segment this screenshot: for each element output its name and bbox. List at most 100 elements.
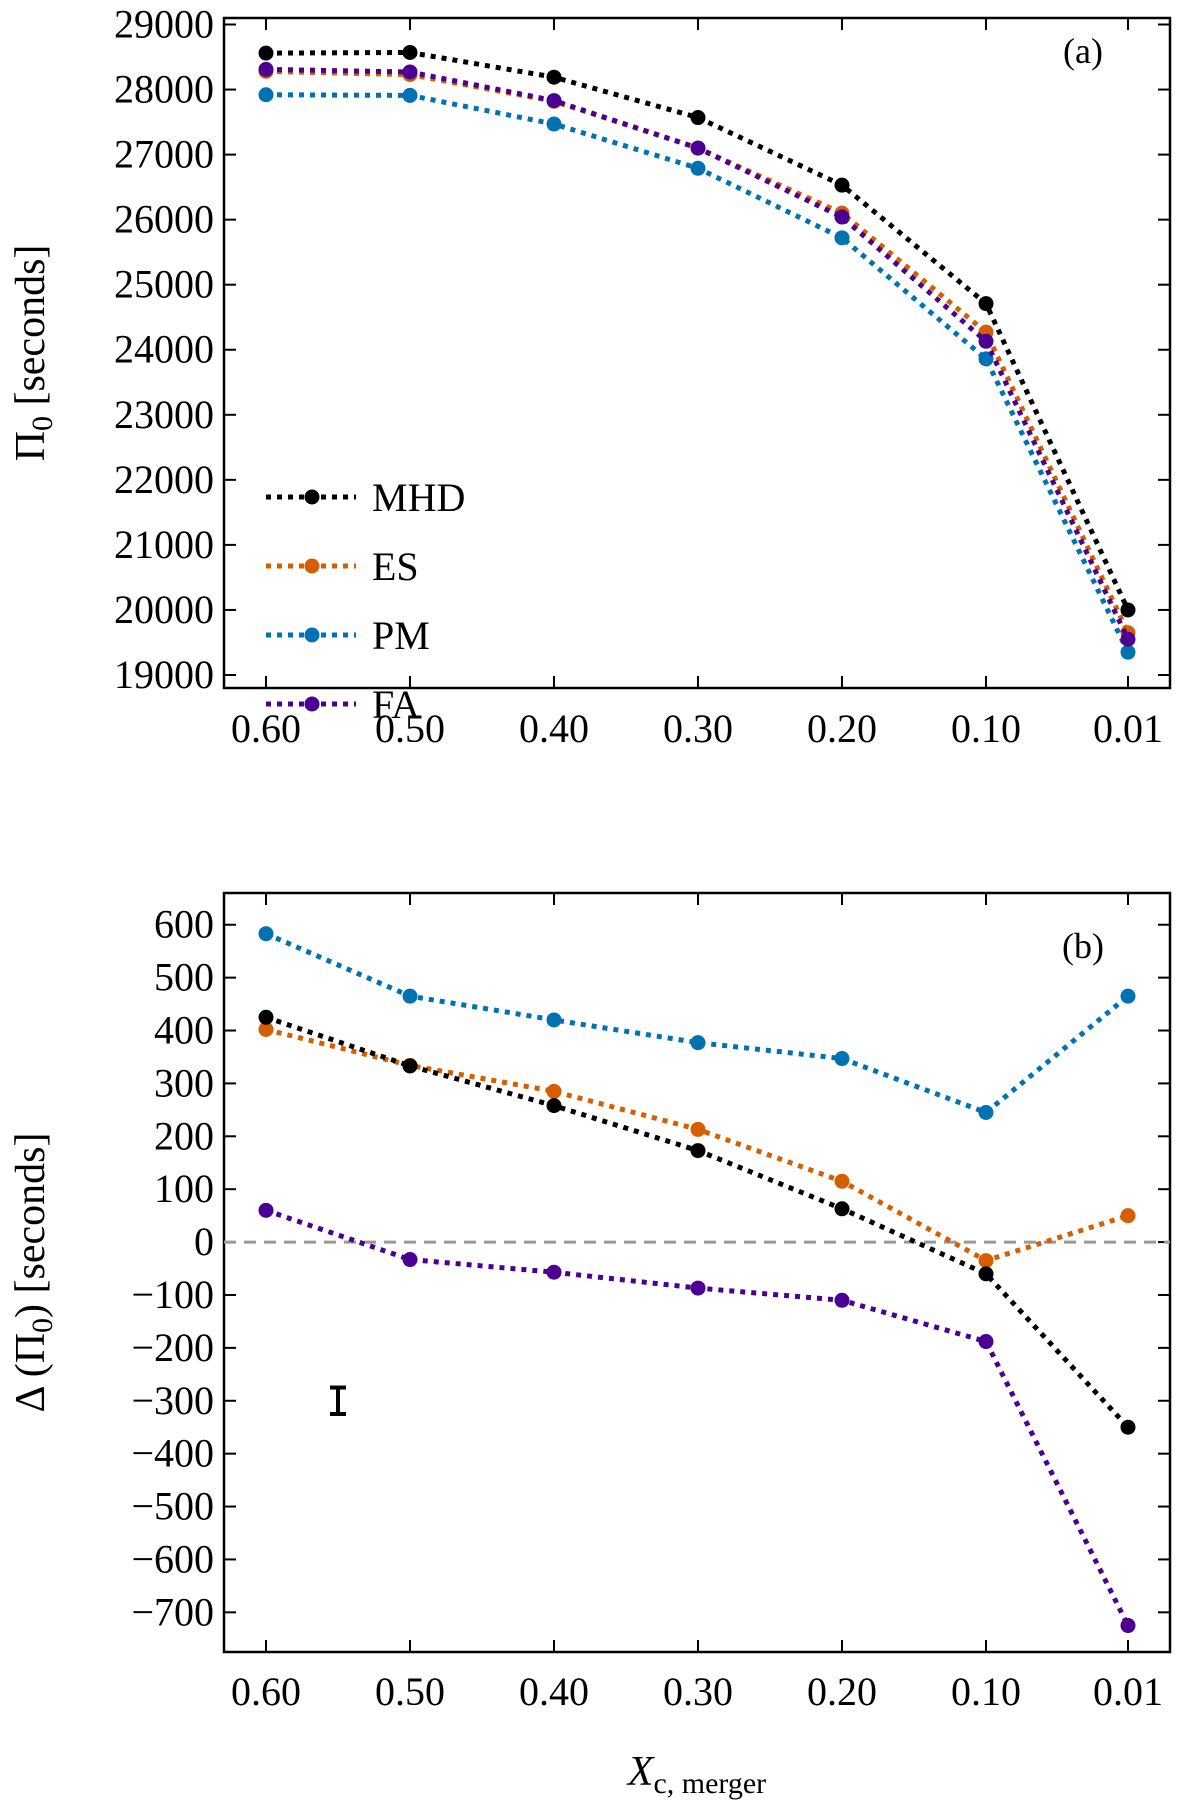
data-point-mhd bbox=[1120, 1419, 1136, 1435]
x-tick-label: 0.60 bbox=[231, 706, 301, 751]
legend-swatch-marker bbox=[304, 696, 320, 712]
data-point-mhd bbox=[546, 69, 562, 85]
y-tick-label: 21000 bbox=[114, 522, 214, 567]
data-point-es bbox=[834, 1173, 850, 1189]
series-line-fa bbox=[265, 1207, 1131, 1627]
panel-a: 19000 20000 21000 22000 23000 24000 25000 26000… bbox=[8, 2, 1172, 751]
data-point-mhd bbox=[834, 177, 850, 193]
data-point-mhd bbox=[402, 1058, 418, 1074]
y-tick-label: 26000 bbox=[114, 197, 214, 242]
data-point-mhd bbox=[402, 44, 418, 60]
y-tick-label: −700 bbox=[131, 1589, 214, 1634]
data-point-es bbox=[978, 1253, 994, 1269]
legend-label: ES bbox=[372, 544, 419, 589]
data-point-mhd bbox=[978, 1266, 994, 1282]
x-tick-label: 0.10 bbox=[951, 1669, 1021, 1714]
error-bar-sample bbox=[330, 1385, 346, 1416]
data-point-pm bbox=[690, 1035, 706, 1051]
y-tick-label: −100 bbox=[131, 1272, 214, 1317]
x-tick-label: 0.10 bbox=[951, 706, 1021, 751]
data-point-pm bbox=[690, 160, 706, 176]
y-tick-label: 500 bbox=[154, 955, 214, 1000]
y-tick-label: −600 bbox=[131, 1536, 214, 1581]
legend-item-pm: PM bbox=[266, 613, 430, 658]
data-point-fa bbox=[1120, 631, 1136, 647]
x-axis-title: Xc, merger bbox=[626, 1749, 766, 1800]
data-point-es bbox=[690, 1121, 706, 1137]
data-point-fa bbox=[402, 64, 418, 80]
data-point-pm bbox=[546, 116, 562, 132]
y-axis-title: Π0 [seconds] bbox=[8, 245, 59, 462]
x-tick-label: 0.30 bbox=[663, 1669, 733, 1714]
y-tick-label: 200 bbox=[154, 1113, 214, 1158]
data-point-mhd bbox=[1120, 602, 1136, 618]
data-point-es bbox=[546, 1083, 562, 1099]
panel-b: 600 500 400 300 200 100 0 −100 −200 −300 −400 −500 −… bbox=[8, 891, 1172, 1800]
data-point-fa bbox=[258, 1202, 274, 1218]
y-tick-label: 300 bbox=[154, 1060, 214, 1105]
data-point-pm bbox=[834, 230, 850, 246]
data-point-mhd bbox=[690, 110, 706, 126]
data-point-pm bbox=[1120, 988, 1136, 1004]
panel-label: (a) bbox=[1063, 31, 1103, 71]
x-tick-label: 0.50 bbox=[375, 1669, 445, 1714]
panel-label: (b) bbox=[1062, 926, 1104, 966]
x-tick-label: 0.50 bbox=[375, 706, 445, 751]
y-tick-label: 100 bbox=[154, 1166, 214, 1211]
legend-label: FA bbox=[372, 682, 420, 727]
data-point-fa bbox=[402, 1252, 418, 1268]
data-point-mhd bbox=[978, 296, 994, 312]
legend-swatch-marker bbox=[304, 558, 320, 574]
y-tick-label: −400 bbox=[131, 1431, 214, 1476]
series-line-mhd bbox=[265, 49, 1131, 611]
y-tick-label: 19000 bbox=[114, 652, 214, 697]
data-point-fa bbox=[978, 333, 994, 349]
y-tick-label: 600 bbox=[154, 902, 214, 947]
y-tick-label: 29000 bbox=[114, 2, 214, 47]
x-tick-label: 0.30 bbox=[663, 706, 733, 751]
x-tick-label: 0.40 bbox=[519, 1669, 589, 1714]
legend-item-es: ES bbox=[266, 544, 419, 589]
data-point-fa bbox=[978, 1334, 994, 1350]
y-tick-label: −500 bbox=[131, 1484, 214, 1529]
data-point-es bbox=[1120, 1208, 1136, 1224]
y-tick-label: 20000 bbox=[114, 587, 214, 632]
data-point-pm bbox=[258, 87, 274, 103]
y-tick-label: 0 bbox=[194, 1219, 214, 1264]
x-tick-label: 0.40 bbox=[519, 706, 589, 751]
data-point-pm bbox=[978, 1105, 994, 1121]
data-point-fa bbox=[258, 61, 274, 77]
x-tick-label: 0.20 bbox=[807, 706, 877, 751]
y-tick-label: 23000 bbox=[114, 392, 214, 437]
x-tick-label: 0.60 bbox=[231, 1669, 301, 1714]
y-tick-label: 22000 bbox=[114, 457, 214, 502]
data-point-fa bbox=[834, 209, 850, 225]
x-tick-label: 0.01 bbox=[1093, 706, 1163, 751]
data-point-fa bbox=[834, 1292, 850, 1308]
legend-item-fa: FA bbox=[266, 682, 420, 727]
y-tick-label: 400 bbox=[154, 1008, 214, 1053]
legend-swatch-marker bbox=[304, 489, 320, 505]
x-tick-label: 0.20 bbox=[807, 1669, 877, 1714]
y-axis-title: Δ (Π0) [seconds] bbox=[8, 1133, 59, 1413]
data-point-fa bbox=[690, 140, 706, 156]
series-line-pm bbox=[265, 931, 1130, 1116]
legend-swatch-marker bbox=[304, 627, 320, 643]
y-tick-label: 28000 bbox=[114, 67, 214, 112]
data-point-fa bbox=[690, 1280, 706, 1296]
data-point-mhd bbox=[258, 1009, 274, 1025]
y-tick-label: 27000 bbox=[114, 132, 214, 177]
data-point-pm bbox=[546, 1012, 562, 1028]
y-tick-label: −200 bbox=[131, 1325, 214, 1370]
data-point-pm bbox=[1120, 644, 1136, 660]
data-point-fa bbox=[546, 1264, 562, 1280]
data-point-fa bbox=[1120, 1618, 1136, 1634]
data-point-mhd bbox=[258, 45, 274, 61]
data-point-es bbox=[258, 1021, 274, 1037]
y-tick-label: 24000 bbox=[114, 327, 214, 372]
y-tick-label: 25000 bbox=[114, 262, 214, 307]
y-tick-label: −300 bbox=[131, 1378, 214, 1423]
legend-label: PM bbox=[372, 613, 430, 658]
data-point-fa bbox=[546, 93, 562, 109]
